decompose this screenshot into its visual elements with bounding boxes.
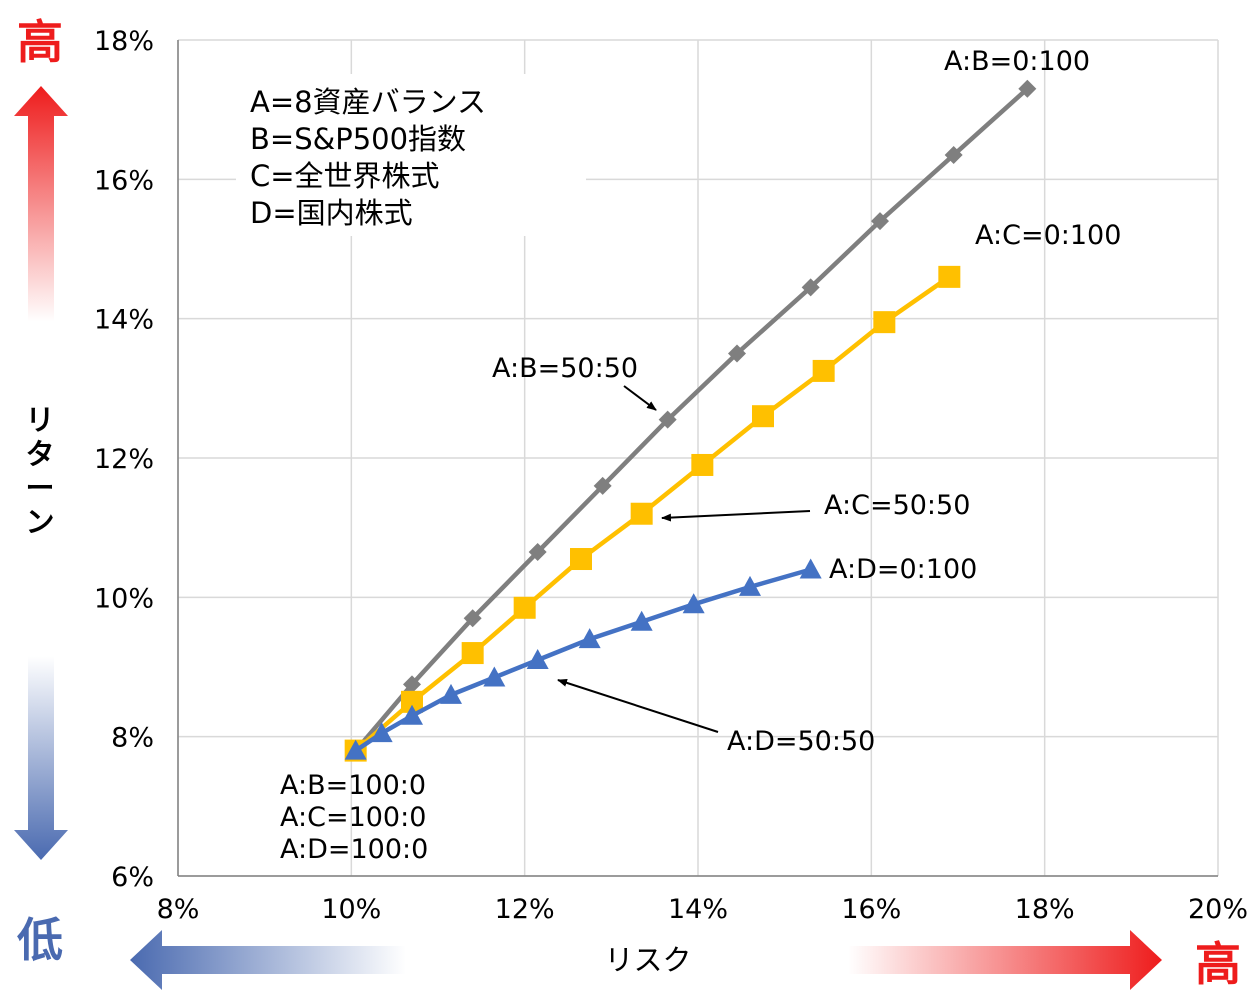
arrow-up-high xyxy=(14,86,68,322)
annotation-label: A:D=0:100 xyxy=(829,554,977,585)
x-tick-label: 20% xyxy=(1188,894,1248,925)
high-label-top: 高 xyxy=(17,15,63,69)
annotation-label: A:D=100:0 xyxy=(280,834,428,865)
annotation-label: A:B=0:100 xyxy=(944,46,1090,77)
data-point xyxy=(593,476,612,495)
y-axis-title-char: ン xyxy=(25,505,54,539)
data-point xyxy=(401,704,423,725)
y-tick-label: 8% xyxy=(111,723,154,754)
annotation-label: A:C=50:50 xyxy=(824,490,970,521)
data-point xyxy=(344,739,367,760)
arrow-right-high xyxy=(848,930,1162,990)
annotation-arrow xyxy=(623,385,657,411)
data-point xyxy=(691,453,714,476)
data-point xyxy=(528,543,547,562)
data-point xyxy=(799,558,822,579)
data-point xyxy=(752,405,774,428)
high-label-right: 高 xyxy=(1195,937,1241,991)
x-tick-label: 14% xyxy=(668,894,728,925)
y-tick-label: 6% xyxy=(111,862,154,893)
y-axis-title-char: リ xyxy=(25,403,54,437)
annotation-label: A:B=100:0 xyxy=(280,770,426,801)
data-point xyxy=(812,359,835,382)
y-tick-label: 18% xyxy=(94,26,154,57)
x-tick-label: 12% xyxy=(495,894,555,925)
x-tick-label: 18% xyxy=(1015,894,1075,925)
legend-text: B=S&P500指数 xyxy=(250,122,466,156)
x-tick-label: 8% xyxy=(157,894,200,925)
legend-text: C=全世界株式 xyxy=(250,159,440,193)
annotation-label: A:B=50:50 xyxy=(492,353,638,384)
data-point xyxy=(630,502,653,525)
y-axis-title-char: タ xyxy=(25,437,54,471)
data-point xyxy=(801,278,820,297)
annotation-arrow xyxy=(661,510,811,522)
data-point xyxy=(440,683,462,704)
y-tick-label: 10% xyxy=(94,583,154,614)
data-point xyxy=(526,649,549,670)
x-axis-title: リスク xyxy=(604,943,691,977)
data-point xyxy=(570,548,592,571)
x-tick-label: 16% xyxy=(841,894,901,925)
arrow-left-low xyxy=(130,930,406,990)
annotation-label: A:D=50:50 xyxy=(727,726,875,757)
series-2 xyxy=(344,558,822,760)
legend-box xyxy=(236,74,586,236)
data-point xyxy=(483,666,506,687)
y-axis-title-char: ー xyxy=(25,471,54,505)
data-point xyxy=(873,311,896,334)
annotation-arrow xyxy=(557,678,719,733)
data-point xyxy=(461,642,484,665)
data-point xyxy=(658,410,677,429)
data-point xyxy=(938,265,961,288)
data-point xyxy=(578,628,601,649)
data-point xyxy=(630,610,653,631)
legend-text: D=国内株式 xyxy=(250,196,413,230)
arrow-down-low xyxy=(14,656,68,860)
data-point xyxy=(728,344,746,363)
annotation-label: A:C=0:100 xyxy=(975,220,1121,251)
data-point xyxy=(370,722,393,743)
y-tick-label: 12% xyxy=(94,444,154,475)
data-point xyxy=(739,575,761,596)
annotation-label: A:C=100:0 xyxy=(280,802,426,833)
data-point xyxy=(682,593,705,614)
y-tick-label: 16% xyxy=(94,165,154,196)
legend-text: A=8資産バランス xyxy=(250,85,486,119)
data-point xyxy=(871,212,889,231)
series-1 xyxy=(344,265,961,762)
data-point xyxy=(401,690,423,713)
data-point xyxy=(944,145,963,164)
data-point xyxy=(403,675,421,694)
y-tick-label: 14% xyxy=(94,305,154,336)
low-label-bottom: 低 xyxy=(17,913,63,967)
data-point xyxy=(513,596,536,619)
data-point xyxy=(1018,79,1037,98)
data-point xyxy=(463,609,482,628)
x-tick-label: 10% xyxy=(321,894,381,925)
